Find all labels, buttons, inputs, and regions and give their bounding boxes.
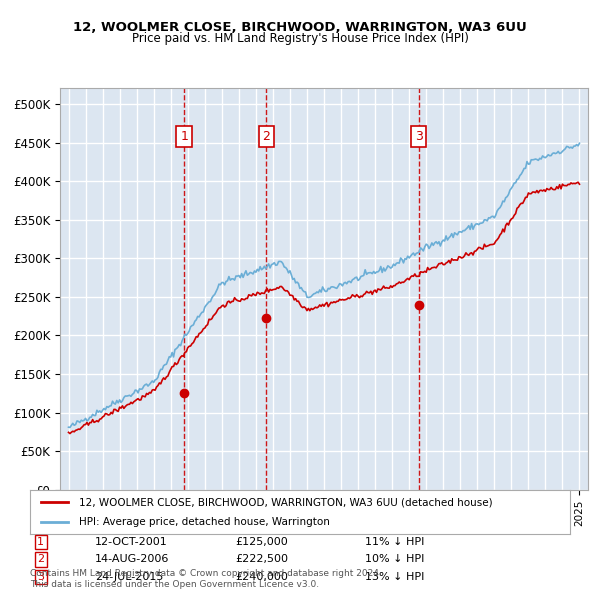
Text: 3: 3 (415, 130, 422, 143)
Text: HPI: Average price, detached house, Warrington: HPI: Average price, detached house, Warr… (79, 517, 329, 526)
Text: £125,000: £125,000 (235, 537, 288, 547)
Text: 2: 2 (262, 130, 271, 143)
Text: Contains HM Land Registry data © Crown copyright and database right 2024.
This d: Contains HM Land Registry data © Crown c… (30, 569, 382, 589)
Text: 14-AUG-2006: 14-AUG-2006 (95, 555, 169, 565)
Text: Price paid vs. HM Land Registry's House Price Index (HPI): Price paid vs. HM Land Registry's House … (131, 32, 469, 45)
Text: 12-OCT-2001: 12-OCT-2001 (95, 537, 167, 547)
Text: 12, WOOLMER CLOSE, BIRCHWOOD, WARRINGTON, WA3 6UU: 12, WOOLMER CLOSE, BIRCHWOOD, WARRINGTON… (73, 21, 527, 34)
Text: 12, WOOLMER CLOSE, BIRCHWOOD, WARRINGTON, WA3 6UU (detached house): 12, WOOLMER CLOSE, BIRCHWOOD, WARRINGTON… (79, 497, 492, 507)
Text: 24-JUL-2015: 24-JUL-2015 (95, 572, 163, 582)
Text: 10% ↓ HPI: 10% ↓ HPI (365, 555, 424, 565)
Text: £240,000: £240,000 (235, 572, 288, 582)
Text: 1: 1 (37, 537, 44, 547)
Text: 2: 2 (37, 555, 44, 565)
Text: 13% ↓ HPI: 13% ↓ HPI (365, 572, 424, 582)
Text: 1: 1 (180, 130, 188, 143)
Text: 11% ↓ HPI: 11% ↓ HPI (365, 537, 424, 547)
Text: £222,500: £222,500 (235, 555, 288, 565)
Text: 3: 3 (37, 572, 44, 582)
